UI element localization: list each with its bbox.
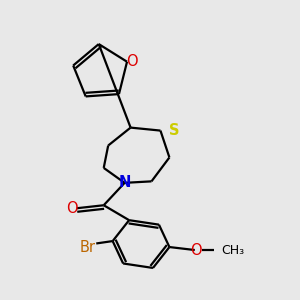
Text: O: O	[127, 54, 138, 69]
Text: S: S	[169, 123, 179, 138]
Text: N: N	[118, 175, 131, 190]
Text: O: O	[190, 242, 202, 257]
Text: Br: Br	[79, 239, 95, 254]
Text: CH₃: CH₃	[221, 244, 244, 256]
Text: O: O	[66, 201, 77, 216]
